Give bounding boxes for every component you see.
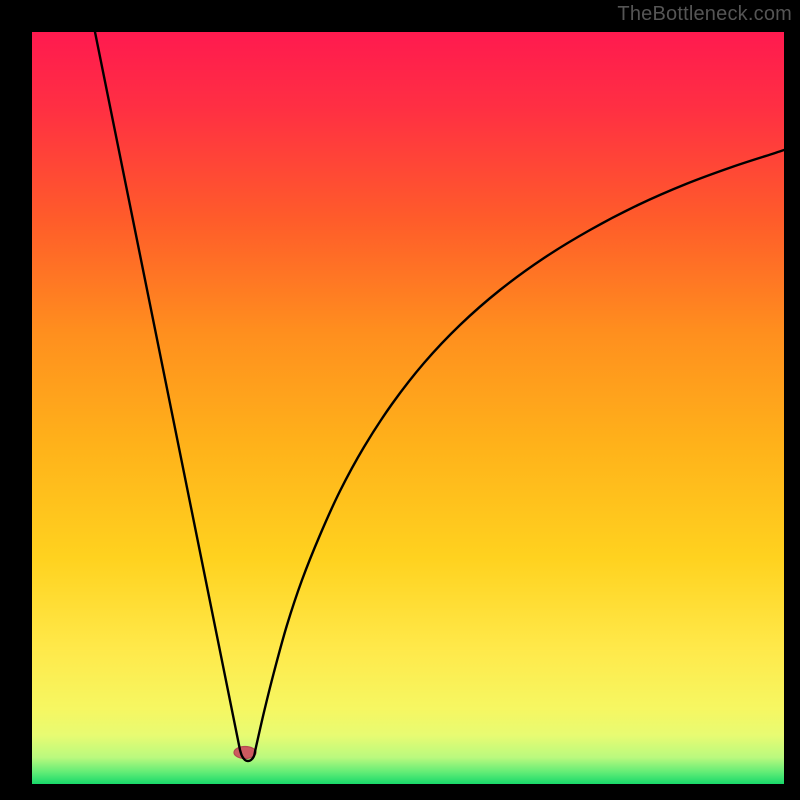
plot-area [32,32,784,784]
curve-layer [32,32,784,784]
chart-canvas: TheBottleneck.com [0,0,800,800]
bottleneck-curve [95,32,784,761]
watermark-text: TheBottleneck.com [617,3,792,26]
